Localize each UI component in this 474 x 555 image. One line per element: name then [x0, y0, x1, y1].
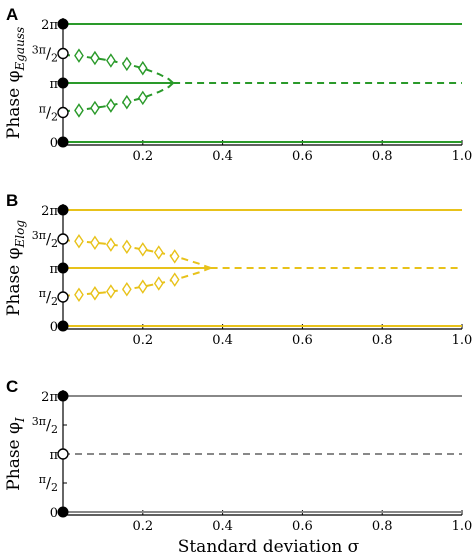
filled-point [57, 262, 69, 274]
y-tick-label: π [49, 448, 58, 463]
diamond-marker [90, 235, 100, 250]
diamond-marker [121, 94, 132, 110]
x-tick-label: 1.0 [452, 149, 473, 164]
diamond-marker [106, 53, 116, 68]
y-axis-label: Phase φElog [4, 220, 27, 316]
x-tick-label: 0.8 [372, 519, 393, 534]
diamond-marker [137, 279, 148, 294]
diamond-marker [121, 56, 132, 72]
diamond-marker [137, 90, 148, 106]
panel-b: B 0.2 0.4 0.6 0.8 1.0 0 π/2 π 3π/2 2π Phase φElog [4, 191, 472, 348]
diamond-marker [90, 50, 100, 66]
open-point [57, 448, 69, 460]
diamond-marker [121, 281, 132, 297]
unstable-branch-line [62, 267, 211, 297]
diamond-marker [74, 233, 84, 249]
diamond-marker [106, 98, 116, 113]
filled-point [57, 320, 69, 332]
diamond-marker [90, 100, 100, 116]
diamond-marker [74, 48, 84, 63]
panel-letter: A [6, 5, 18, 24]
y-tick-label: 3π/2 [32, 415, 58, 436]
x-tick-label: 0.2 [132, 333, 153, 348]
x-tick-label: 0.2 [132, 519, 153, 534]
x-tick-label: 1.0 [452, 333, 473, 348]
x-tick-label: 0.6 [292, 333, 313, 348]
x-tick-label: 1.0 [452, 519, 473, 534]
diamond-marker [169, 249, 180, 264]
panel-letter: B [6, 191, 18, 210]
y-tick-label: π [49, 77, 58, 92]
y-tick-label: 2π [41, 390, 58, 405]
x-tick-label: 0.4 [212, 519, 233, 534]
panel-a: A 0.2 0.4 0.6 0.8 1.0 0 π/2 π 3π/2 2π Phase φEgauss [4, 5, 472, 164]
y-tick-label: 2π [41, 204, 58, 219]
y-tick-label: 3π/2 [32, 44, 58, 65]
filled-point [57, 390, 69, 402]
open-point [57, 47, 69, 60]
filled-point [57, 18, 69, 30]
diamond-marker [106, 284, 116, 299]
diamond-marker [90, 286, 100, 301]
x-tick-label: 0.8 [372, 333, 393, 348]
panel-letter: C [6, 377, 18, 396]
y-tick-label: 2π [41, 18, 58, 33]
diamond-marker [137, 60, 148, 76]
y-tick-label: π [49, 262, 58, 277]
x-tick-label: 0.6 [292, 149, 313, 164]
panel-c: C 0.2 0.4 0.6 0.8 1.0 0 π/2 π 3π/2 2π Phase φI Stand… [4, 377, 472, 555]
y-axis-label: Phase φI [4, 417, 27, 491]
x-tick-label: 0.4 [212, 333, 233, 348]
x-tick-label: 0.2 [132, 149, 153, 164]
y-tick-label: π/2 [39, 103, 58, 124]
y-tick-label: π/2 [39, 473, 58, 494]
open-point [57, 291, 69, 303]
y-tick-label: 0 [50, 136, 58, 151]
diamond-marker [137, 242, 148, 257]
y-tick-label: 0 [50, 506, 58, 521]
y-axis-label: Phase φEgauss [4, 27, 27, 139]
filled-point [57, 77, 69, 89]
diamond-marker [74, 103, 84, 118]
x-tick-label: 0.6 [292, 519, 313, 534]
diamond-marker [74, 287, 84, 303]
x-axis-label: Standard deviation σ [178, 537, 360, 555]
diamond-marker [153, 245, 164, 260]
y-tick-label: 0 [50, 320, 58, 335]
x-tick-label: 0.4 [212, 149, 233, 164]
diamond-marker [121, 239, 132, 255]
diamond-marker [169, 272, 180, 287]
filled-point [57, 136, 69, 148]
unstable-branch-line [62, 239, 211, 269]
x-tick-label: 0.8 [372, 149, 393, 164]
diamond-marker [153, 276, 164, 291]
filled-point [57, 204, 69, 216]
filled-point [57, 506, 69, 518]
open-point [57, 233, 69, 245]
y-tick-label: π/2 [39, 287, 58, 308]
diamond-marker [106, 237, 116, 252]
y-tick-label: 3π/2 [32, 229, 58, 250]
open-point [57, 106, 69, 119]
